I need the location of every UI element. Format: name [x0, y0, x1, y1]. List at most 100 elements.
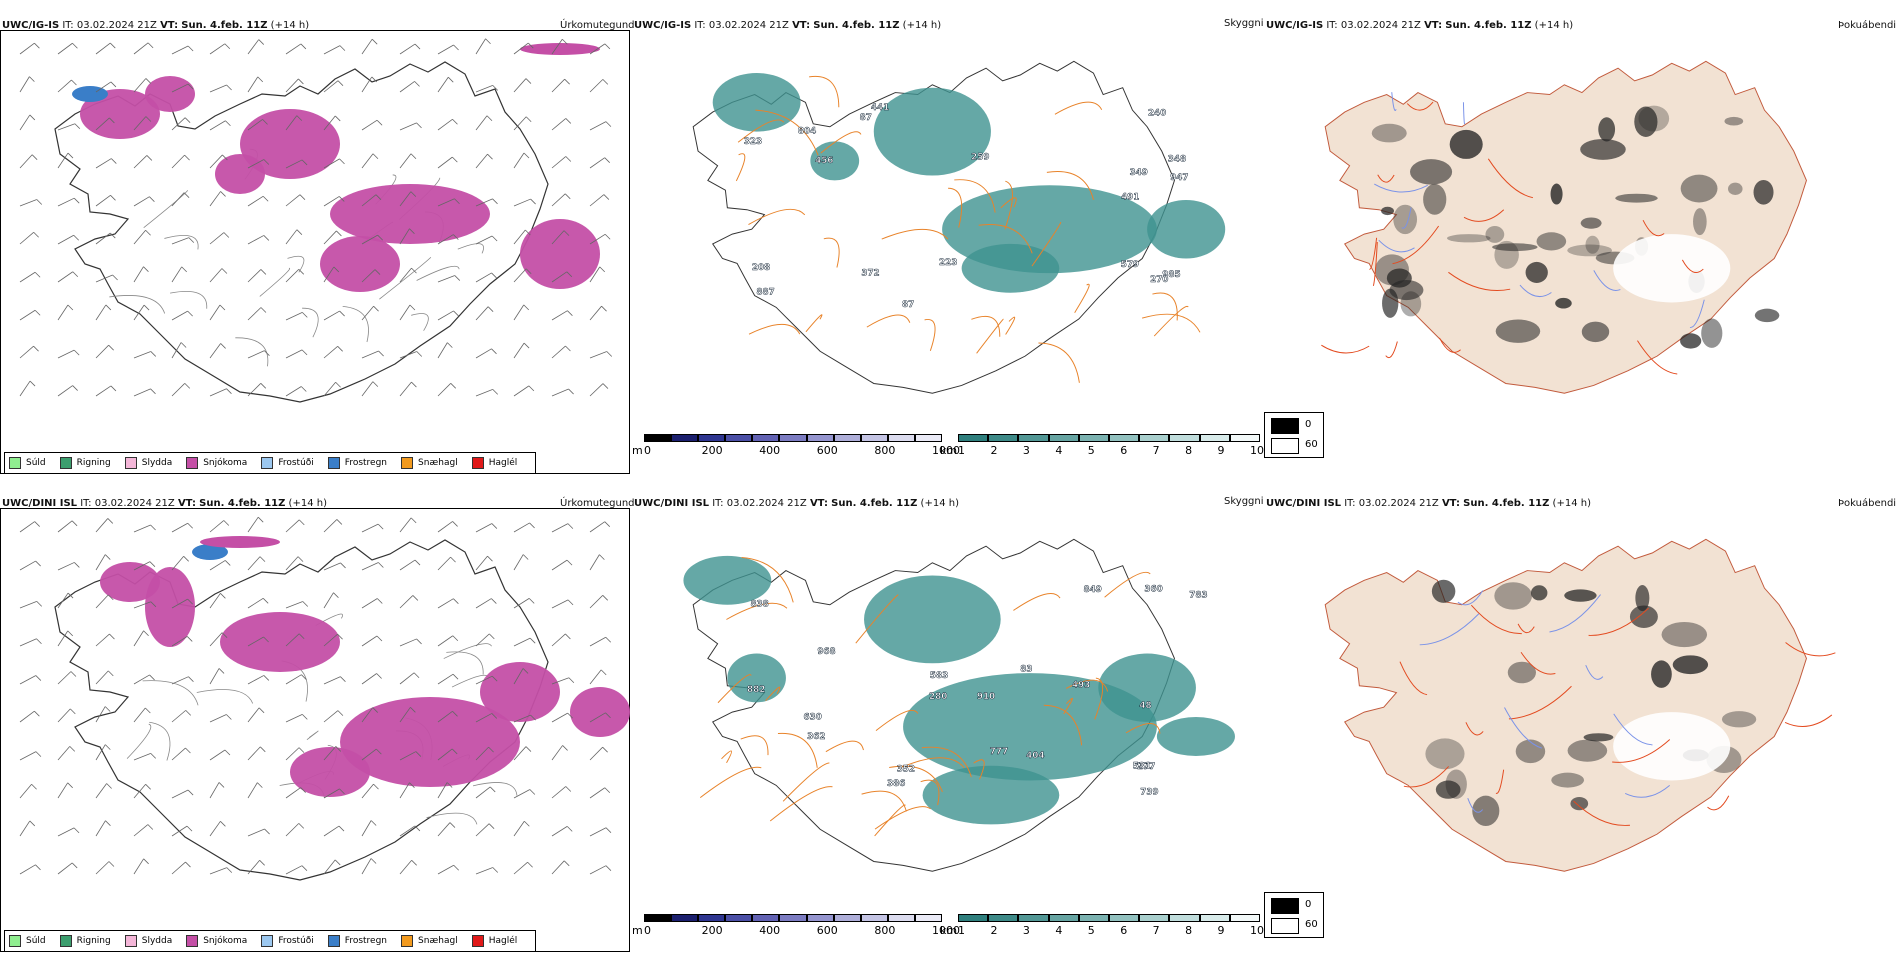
- fog-legend-bottom: 0 60: [1264, 892, 1324, 938]
- panel-header: UWC/IG-IS IT: 03.02.2024 21Z VT: Sun. 4.…: [1266, 20, 1574, 31]
- visibility-value-label: 882: [747, 685, 765, 695]
- colorbar-segment: [887, 434, 915, 442]
- visibility-value-label: 360: [1144, 585, 1162, 595]
- colorbar-tick: 4: [1055, 924, 1063, 937]
- colorbar-segment: [806, 434, 834, 442]
- visibility-value-label: 739: [1140, 787, 1158, 797]
- colorbar-tick: 5: [1087, 444, 1095, 457]
- visibility-value-label: 352: [897, 765, 915, 775]
- visibility-value-label: 208: [752, 263, 770, 273]
- colorbar-segment: [752, 914, 780, 922]
- colorbar-segment: [887, 914, 915, 922]
- colorbar-segment: [1139, 914, 1170, 922]
- colorbar-segment: [752, 434, 780, 442]
- legend-label: Haglél: [488, 458, 518, 468]
- legend-label: Frostregn: [344, 936, 388, 946]
- legend-swatch: [9, 935, 21, 947]
- legend-item: Frostúði: [261, 935, 314, 947]
- legend-label: Rigning: [76, 458, 111, 468]
- colorbar-tick: 1: [958, 444, 965, 457]
- colorbar-tick: 800: [874, 444, 896, 457]
- legend-swatch: [261, 935, 274, 947]
- panel-title: Skyggni: [1224, 18, 1264, 29]
- visibility-value-label: 777: [990, 747, 1008, 757]
- colorbar-tick: 600: [816, 444, 838, 457]
- legend-item: Snæhagl: [401, 935, 458, 947]
- colorbar-unit: m: [632, 444, 643, 457]
- legend-swatch: [327, 457, 340, 469]
- colorbar-segment: [1199, 434, 1230, 442]
- colorbar-segment: [644, 434, 672, 442]
- visibility-value-label: 910: [977, 692, 995, 702]
- visibility-value-label: 280: [929, 692, 947, 702]
- visibility-value-label: 87: [902, 300, 914, 310]
- legend-label: Rigning: [76, 936, 111, 946]
- colorbar-tick: 2: [990, 444, 998, 457]
- visibility-value-label: 849: [1084, 585, 1102, 595]
- legend-label: Súld: [26, 936, 46, 946]
- legend-label: Snæhagl: [418, 936, 458, 946]
- legend-label: Frostúði: [278, 458, 314, 468]
- visibility-value-label: 630: [804, 713, 822, 723]
- colorbar-segment: [1018, 434, 1049, 442]
- legend-item: Haglél: [471, 935, 518, 947]
- precip-legend: Súld Rigning Slydda Snjókoma Frostúði Frostre…: [4, 930, 537, 952]
- colorbar-segment: [914, 434, 942, 442]
- panel-title: Úrkomutegund: [560, 498, 635, 509]
- colorbar-segment: [698, 914, 726, 922]
- colorbar-tick: 200: [701, 924, 723, 937]
- legend-item: Rigning: [59, 457, 111, 469]
- colorbar-segment: [644, 914, 672, 922]
- visibility-value-label: 87: [860, 113, 872, 123]
- legend-swatch: [124, 457, 137, 469]
- colorbar-tick: 4: [1055, 444, 1063, 457]
- visibility-value-label: 441: [871, 103, 889, 113]
- fog-legend-top: 0 60: [1264, 412, 1324, 458]
- visibility-value-label: 223: [939, 258, 957, 268]
- visibility-value-label: 493: [1072, 681, 1090, 691]
- fog-map: [1321, 60, 1807, 394]
- panel-header: UWC/DINI ISL IT: 03.02.2024 21Z VT: Sun.…: [1266, 498, 1591, 509]
- colorbar-tick: 1000: [932, 444, 960, 457]
- colorbar-km-top: km 1 2 3 4 5 6 7 8 9 10: [940, 434, 1264, 458]
- legend-item: Frostregn: [327, 935, 388, 947]
- colorbar-tick: 400: [759, 444, 781, 457]
- visibility-value-label: 362: [807, 732, 825, 742]
- visibility-value-label: 349: [1130, 168, 1148, 178]
- colorbar-segment: [1169, 434, 1200, 442]
- precip-map: [19, 516, 630, 881]
- colorbar-km-bottom: km 1 2 3 4 5 6 7 8 9 10: [940, 914, 1264, 938]
- legend-item: Snjókoma: [186, 935, 247, 947]
- visibility-value-label: 277: [1137, 762, 1155, 772]
- visibility-value-label: 83: [1020, 664, 1032, 674]
- colorbar-segment: [988, 434, 1019, 442]
- colorbar-segment: [1109, 914, 1140, 922]
- colorbar-tick: 400: [759, 924, 781, 937]
- precip-legend: Súld Rigning Slydda Snjókoma Frostúði Frostre…: [4, 452, 537, 474]
- visibility-value-label: 838: [750, 600, 768, 610]
- colorbar-segment: [1199, 914, 1230, 922]
- legend-label: Haglél: [488, 936, 518, 946]
- panel-header: UWC/IG-IS IT: 03.02.2024 21Z VT: Sun. 4.…: [2, 20, 310, 31]
- visibility-value-label: 968: [817, 647, 835, 657]
- panel-header: UWC/DINI ISL IT: 03.02.2024 21Z VT: Sun.…: [2, 498, 327, 509]
- legend-label: Snjókoma: [203, 458, 248, 468]
- colorbar-segment: [833, 434, 861, 442]
- colorbar-segment: [1169, 914, 1200, 922]
- colorbar-segment: [1229, 914, 1260, 922]
- colorbar-segment: [1048, 434, 1079, 442]
- legend-label: Slydda: [141, 936, 173, 946]
- legend-swatch: [401, 935, 414, 947]
- colorbar-tick: 9: [1217, 924, 1225, 937]
- colorbar-segment: [725, 914, 753, 922]
- legend-swatch: [471, 457, 484, 469]
- colorbar-m-top: m 0 200 400 600 800 1000: [632, 434, 960, 458]
- visibility-value-label: 579: [1121, 260, 1139, 270]
- colorbar-tick: 10: [1250, 444, 1264, 457]
- legend-label: Snæhagl: [418, 458, 458, 468]
- colorbar-tick: 2: [990, 924, 998, 937]
- colorbar-segment: [1048, 914, 1079, 922]
- legend-swatch: [186, 457, 199, 469]
- visibility-value-label: 259: [971, 153, 989, 163]
- colorbar-segment: [725, 434, 753, 442]
